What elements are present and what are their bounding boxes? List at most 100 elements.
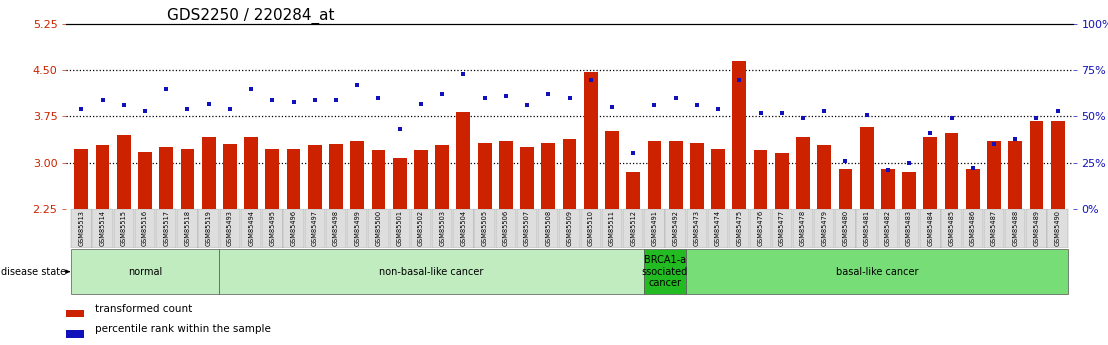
- Point: [285, 99, 302, 105]
- Bar: [796, 137, 810, 209]
- Text: GSM85486: GSM85486: [970, 210, 976, 246]
- Text: GSM85515: GSM85515: [121, 210, 126, 246]
- Bar: [350, 141, 365, 209]
- Point: [72, 106, 90, 112]
- Point: [157, 86, 175, 91]
- Text: GSM85481: GSM85481: [863, 210, 870, 246]
- Bar: [818, 145, 831, 209]
- Bar: [138, 151, 152, 209]
- Text: GSM85495: GSM85495: [269, 210, 276, 246]
- Text: GSM85478: GSM85478: [800, 210, 806, 246]
- Point: [519, 102, 536, 108]
- FancyBboxPatch shape: [793, 209, 813, 248]
- Point: [94, 97, 112, 102]
- Point: [900, 160, 917, 165]
- Text: GDS2250 / 220284_at: GDS2250 / 220284_at: [167, 8, 335, 24]
- Text: GSM85513: GSM85513: [79, 210, 84, 246]
- FancyBboxPatch shape: [687, 209, 707, 248]
- Bar: [202, 137, 216, 209]
- Bar: [181, 149, 194, 209]
- Point: [858, 112, 875, 117]
- FancyBboxPatch shape: [71, 209, 92, 248]
- Bar: [266, 149, 279, 209]
- Point: [561, 95, 578, 101]
- FancyBboxPatch shape: [1047, 209, 1068, 248]
- FancyBboxPatch shape: [963, 209, 983, 248]
- Point: [624, 150, 642, 156]
- Text: GSM85504: GSM85504: [461, 210, 466, 246]
- FancyBboxPatch shape: [432, 209, 452, 248]
- Text: GSM85483: GSM85483: [906, 210, 912, 246]
- Bar: [563, 139, 576, 209]
- FancyBboxPatch shape: [835, 209, 855, 248]
- Point: [985, 141, 1003, 147]
- Point: [178, 106, 196, 112]
- Text: GSM85494: GSM85494: [248, 210, 254, 246]
- FancyBboxPatch shape: [1026, 209, 1047, 248]
- Text: GSM85496: GSM85496: [290, 210, 297, 246]
- Text: GSM85510: GSM85510: [587, 210, 594, 246]
- Bar: [1050, 121, 1065, 209]
- Bar: [732, 61, 746, 209]
- Text: GSM85499: GSM85499: [355, 210, 360, 246]
- FancyBboxPatch shape: [284, 209, 304, 248]
- Point: [837, 158, 854, 164]
- Point: [1006, 136, 1024, 141]
- FancyBboxPatch shape: [708, 209, 728, 248]
- FancyBboxPatch shape: [942, 209, 962, 248]
- Bar: [902, 172, 916, 209]
- Bar: [690, 143, 704, 209]
- Point: [497, 93, 515, 99]
- Point: [922, 130, 940, 136]
- FancyBboxPatch shape: [538, 209, 558, 248]
- Text: GSM85505: GSM85505: [482, 210, 488, 246]
- Point: [199, 101, 217, 106]
- Bar: [669, 141, 683, 209]
- Text: normal: normal: [127, 267, 162, 277]
- Text: GSM85480: GSM85480: [842, 210, 849, 246]
- Text: GSM85506: GSM85506: [503, 210, 509, 246]
- FancyBboxPatch shape: [899, 209, 920, 248]
- Point: [264, 97, 281, 102]
- Point: [773, 110, 791, 116]
- FancyBboxPatch shape: [453, 209, 473, 248]
- Bar: [95, 145, 110, 209]
- FancyBboxPatch shape: [474, 209, 495, 248]
- FancyBboxPatch shape: [878, 209, 899, 248]
- FancyBboxPatch shape: [560, 209, 579, 248]
- Bar: [647, 141, 661, 209]
- Text: disease state: disease state: [1, 267, 66, 277]
- FancyBboxPatch shape: [516, 209, 537, 248]
- Bar: [839, 169, 852, 209]
- Point: [582, 77, 599, 82]
- Point: [964, 165, 982, 171]
- Text: GSM85492: GSM85492: [673, 210, 678, 246]
- Bar: [987, 141, 1001, 209]
- Point: [879, 167, 896, 173]
- Point: [709, 106, 727, 112]
- Point: [475, 95, 493, 101]
- Point: [667, 95, 685, 101]
- Bar: [74, 149, 89, 209]
- Text: GSM85485: GSM85485: [948, 210, 955, 246]
- Text: GSM85502: GSM85502: [418, 210, 424, 246]
- Point: [646, 102, 664, 108]
- FancyBboxPatch shape: [71, 249, 219, 294]
- Bar: [626, 172, 640, 209]
- Point: [454, 71, 472, 77]
- Text: GSM85498: GSM85498: [334, 210, 339, 246]
- Text: GSM85518: GSM85518: [184, 210, 191, 246]
- Bar: [223, 144, 237, 209]
- FancyBboxPatch shape: [219, 249, 644, 294]
- Bar: [584, 71, 597, 209]
- Text: GSM85509: GSM85509: [566, 210, 573, 246]
- Point: [370, 95, 388, 101]
- Text: GSM85489: GSM85489: [1034, 210, 1039, 246]
- FancyBboxPatch shape: [750, 209, 771, 248]
- Bar: [1029, 121, 1044, 209]
- Bar: [966, 169, 979, 209]
- Text: transformed count: transformed count: [95, 304, 193, 314]
- Text: percentile rank within the sample: percentile rank within the sample: [95, 324, 271, 334]
- FancyBboxPatch shape: [729, 209, 749, 248]
- FancyBboxPatch shape: [644, 209, 665, 248]
